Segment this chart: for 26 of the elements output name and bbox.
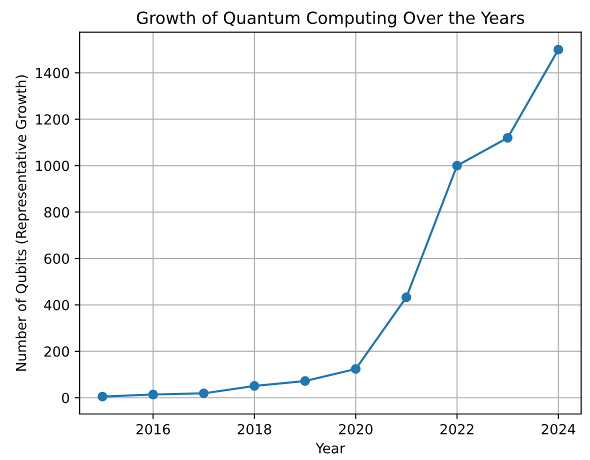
y-tick-label: 200 [44,346,70,357]
x-axis-title: Year [316,443,346,454]
y-axis-title: Number of Qubits (Representative Growth) [16,75,30,371]
x-tick-label: 2018 [238,424,272,434]
x-tick-label: 2020 [339,424,372,434]
x-tick-label: 2016 [136,424,170,434]
y-tick-label: 0 [62,392,70,404]
point [350,364,361,374]
y-tick-label: 400 [44,300,70,310]
y-tick-label: 800 [44,207,70,218]
y-tick-label: 1400 [36,68,70,78]
point [250,381,260,391]
x-tick-label: 2024 [542,424,576,434]
point [502,132,513,143]
point [148,390,158,400]
point [300,376,310,386]
y-tick-label: 1000 [36,160,70,172]
point [98,392,108,402]
point [452,160,462,171]
y-tick-label: 1200 [36,114,70,125]
point [198,388,209,398]
chart-title: Growth of Quantum Computing Over the Years [136,11,524,28]
y-tick-label: 600 [44,253,70,264]
point [553,44,564,54]
point [402,292,412,302]
x-tick-label: 2022 [440,424,474,434]
